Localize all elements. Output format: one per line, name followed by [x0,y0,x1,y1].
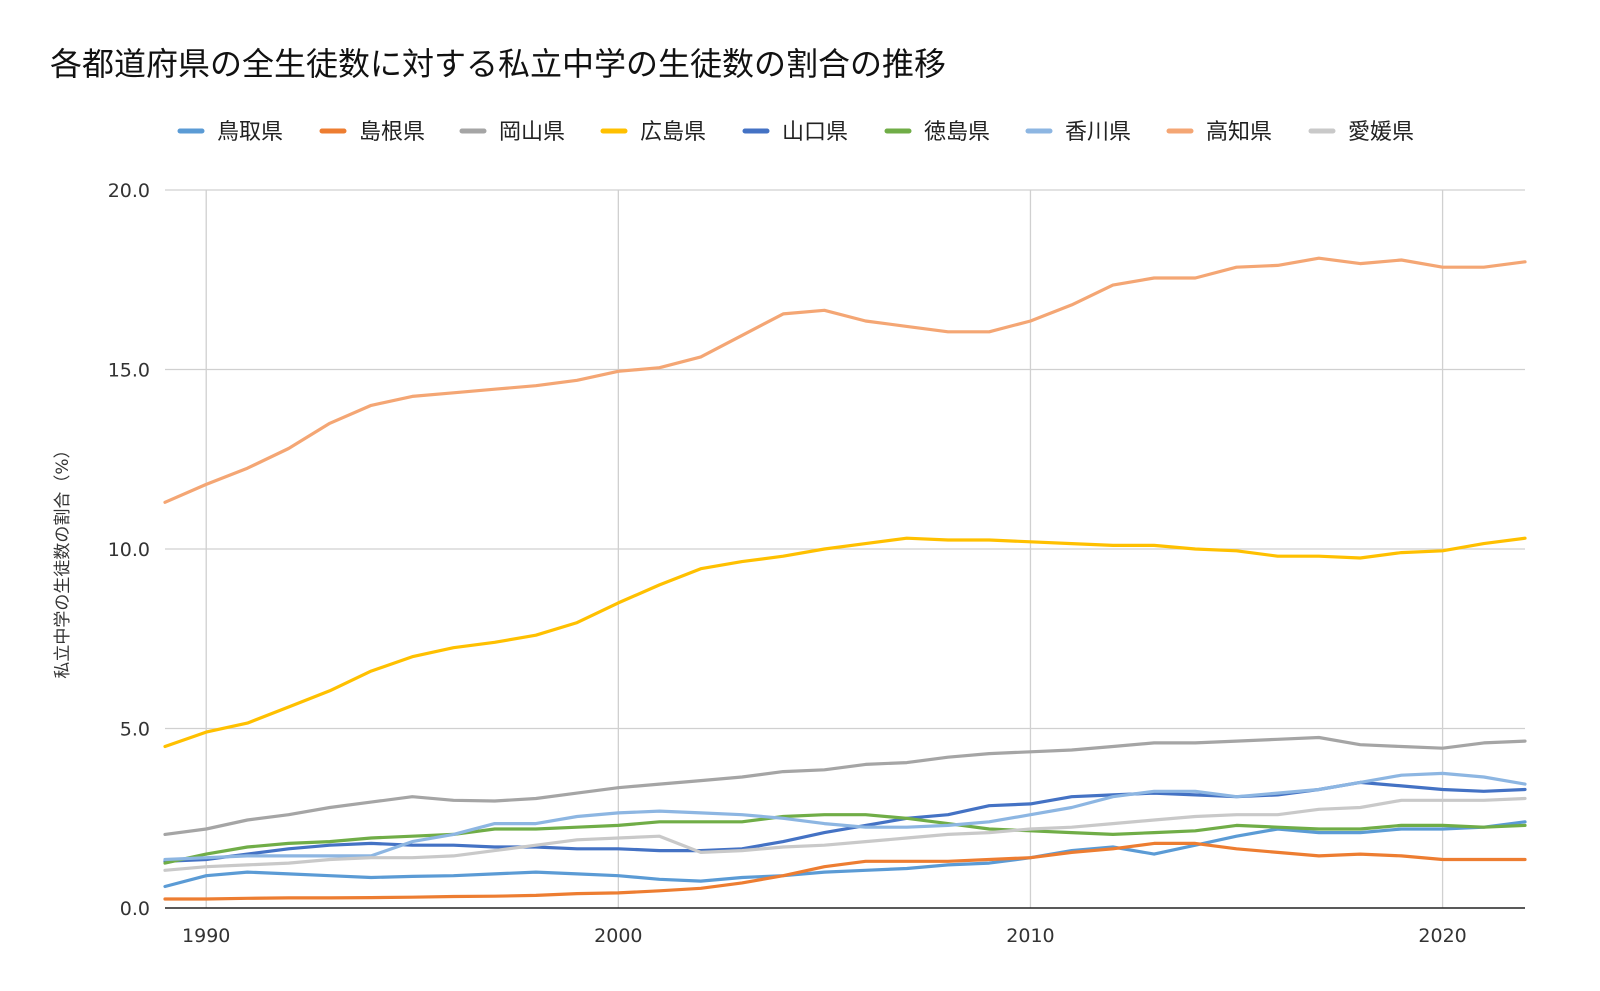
series-line-6 [163,813,1527,865]
y-axis-title: 私立中学の生徒数の割合（%） [53,441,73,678]
series-lines [163,256,1527,901]
legend-label: 広島県 [640,120,706,145]
y-tick-label: 0.0 [120,898,150,920]
legend-item: 広島県 [600,120,706,145]
y-tick-label: 15.0 [108,360,150,382]
legend: 鳥取県 島根県 岡山県 広島県 山口県 徳島県 香川県 高知県 愛媛県 [177,120,1414,145]
x-tick-label: 2010 [1006,925,1054,947]
y-tick-label: 20.0 [108,180,150,202]
chart-title: 各都道府県の全生徒数に対する私立中学の生徒数の割合の推移 [50,45,946,83]
x-tick-label: 1990 [182,925,230,947]
legend-label: 山口県 [782,120,848,145]
x-tick-label: 2000 [594,925,642,947]
legend-item: 島根県 [319,120,425,145]
series-line-1 [163,820,1527,889]
series-line-5 [163,780,1527,863]
legend-item: 鳥取県 [177,120,283,145]
legend-item: 徳島県 [884,120,990,145]
legend-item: 愛媛県 [1308,120,1414,145]
legend-label: 高知県 [1206,120,1272,145]
series-line-4 [163,536,1527,749]
legend-item: 山口県 [742,120,848,145]
legend-item: 岡山県 [459,120,565,145]
legend-label: 鳥取県 [217,120,283,145]
legend-label: 岡山県 [499,120,565,145]
legend-label: 愛媛県 [1348,120,1414,145]
x-axis-ticks: 1990 2000 2010 2020 [182,925,1467,947]
legend-item: 香川県 [1025,120,1131,145]
legend-label: 島根県 [359,120,425,145]
y-axis-ticks: 0.0 5.0 10.0 15.0 20.0 [108,180,150,920]
legend-item: 高知県 [1166,120,1272,145]
series-line-7 [163,771,1527,862]
series-line-8 [163,256,1527,504]
series-line-9 [163,796,1527,872]
x-tick-label: 2020 [1418,925,1466,947]
y-tick-label: 10.0 [108,539,150,561]
grid [165,189,1525,908]
y-tick-label: 5.0 [120,719,150,741]
legend-label: 香川県 [1065,120,1131,145]
legend-label: 徳島県 [924,120,990,145]
series-line-2 [163,841,1527,901]
series-line-3 [163,735,1527,837]
